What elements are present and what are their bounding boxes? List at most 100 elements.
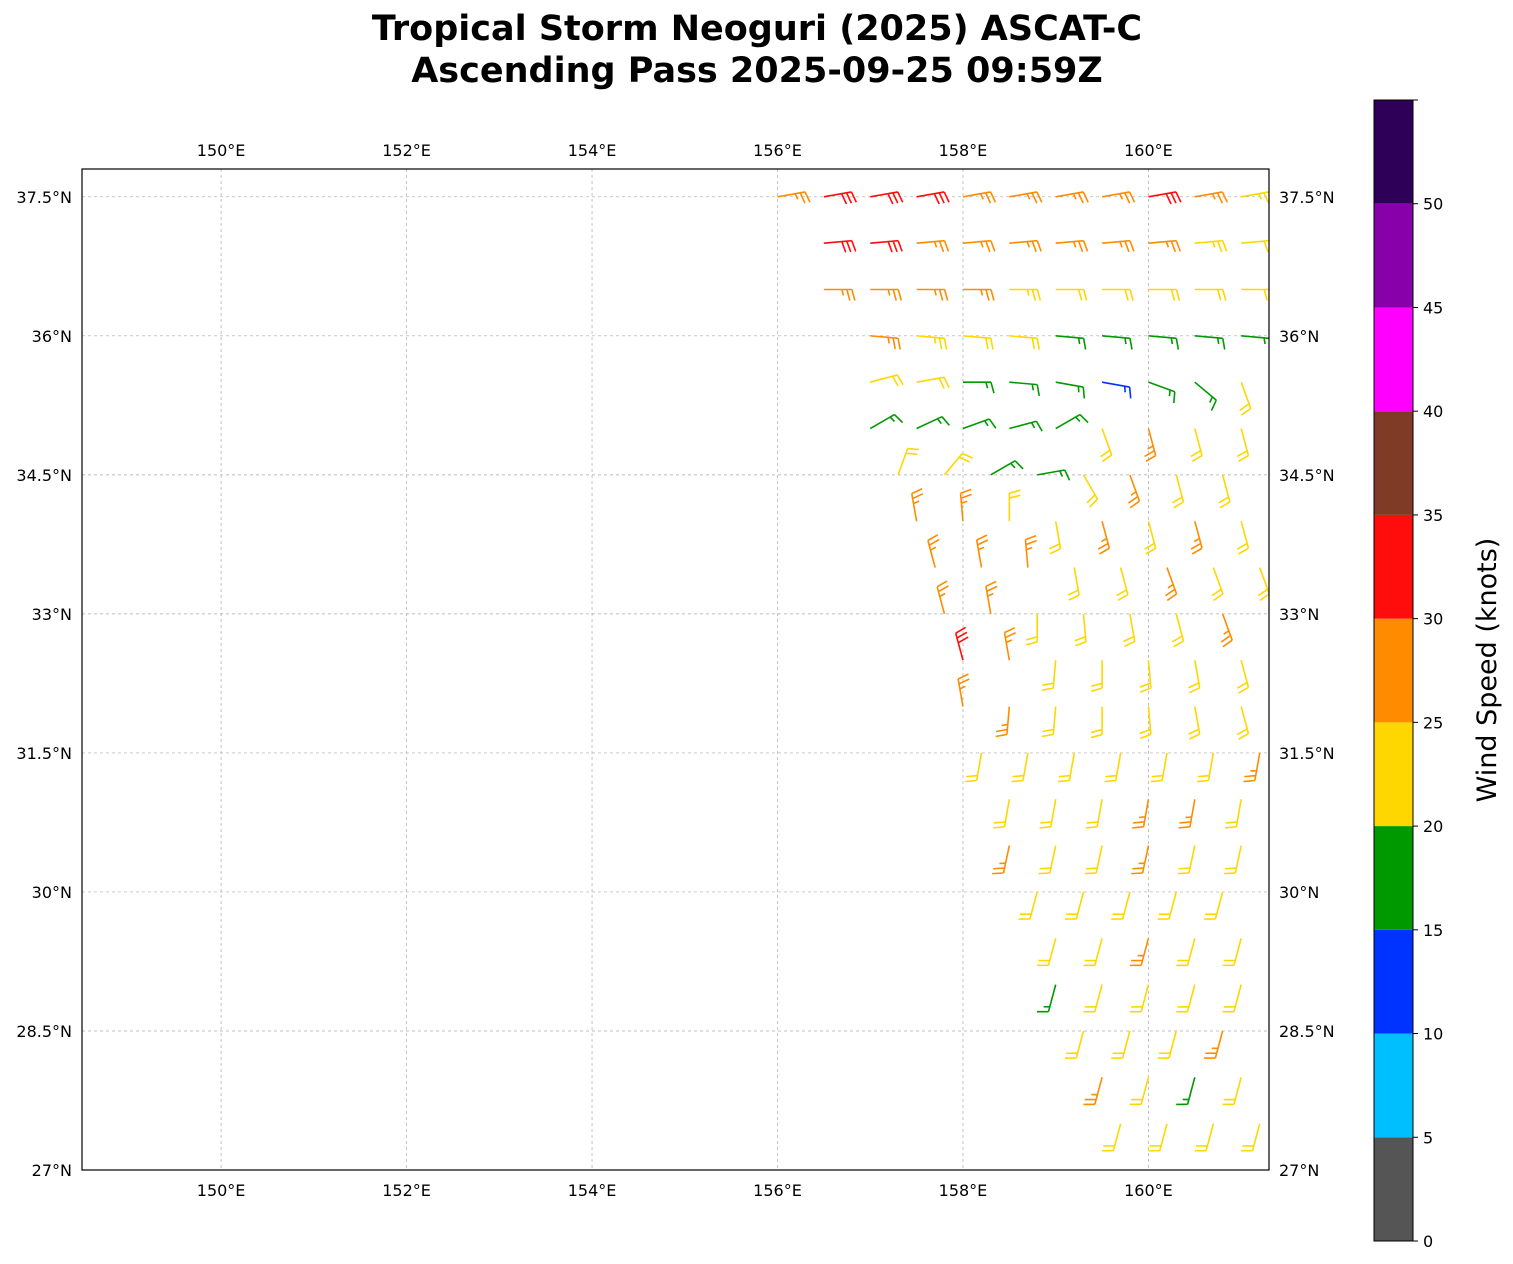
wind-barb xyxy=(1144,520,1157,555)
lon-tick-label-bottom: 154°E xyxy=(568,1181,617,1200)
wind-barb xyxy=(962,381,995,394)
colorbar: 0 5 10 15 20 25 30 35 40 45 50 xyxy=(1373,99,1443,1251)
wind-barb xyxy=(1009,288,1042,301)
barb-full-tick xyxy=(1239,403,1250,412)
wind-barb xyxy=(1165,567,1178,602)
wind-barb xyxy=(1194,239,1228,253)
barb-full-tick xyxy=(1085,867,1098,870)
map-frame xyxy=(81,168,1270,1171)
barb-full-tick xyxy=(1011,779,1024,783)
barb-full-tick xyxy=(1197,779,1209,783)
barb-full-tick xyxy=(1221,338,1226,350)
colorbar-tick-label: 0 xyxy=(1423,1232,1433,1251)
barb-full-tick xyxy=(1036,240,1042,252)
barb-half-tick xyxy=(1258,193,1263,200)
barb-full-tick xyxy=(1145,547,1157,555)
barb-full-tick xyxy=(850,191,858,203)
barb-full-tick xyxy=(1082,289,1088,301)
barb-full-tick xyxy=(1139,733,1152,740)
barb-full-tick xyxy=(1268,289,1269,292)
wind-barb xyxy=(1064,1030,1085,1059)
barb-full-tick xyxy=(1263,240,1269,253)
barb-full-tick xyxy=(986,585,998,592)
barb-full-tick xyxy=(976,534,988,541)
wind-barb xyxy=(1009,239,1042,253)
barb-full-tick xyxy=(985,289,990,301)
barb-full-tick xyxy=(1129,338,1133,350)
wind-barb xyxy=(1037,469,1071,481)
barb-full-tick xyxy=(995,728,1008,733)
wind-barb xyxy=(777,191,811,204)
colorbar-segment xyxy=(1374,203,1413,308)
colorbar-segment xyxy=(1374,826,1413,930)
wind-barb xyxy=(1123,613,1136,648)
barb-full-tick xyxy=(990,289,995,301)
barb-half-tick xyxy=(1168,389,1171,397)
barb-half-tick xyxy=(1193,537,1200,543)
wind-barb xyxy=(1194,335,1226,350)
barb-half-tick xyxy=(1223,630,1230,635)
barb-full-tick xyxy=(907,447,920,451)
barb-full-tick xyxy=(1086,494,1096,504)
wind-barb xyxy=(1083,984,1103,1013)
barb-full-tick xyxy=(1257,588,1269,597)
barb-full-tick xyxy=(892,240,898,253)
wind-barb xyxy=(1085,799,1103,829)
barb-half-tick xyxy=(980,241,984,248)
wind-barb xyxy=(1222,938,1242,967)
barb-half-tick xyxy=(887,337,890,344)
colorbar-segment xyxy=(1374,618,1413,723)
colorbar-tick-label: 10 xyxy=(1423,1025,1443,1044)
axis-ticks: 150°E 150°E 152°E 152°E 154°E 154°E 156°E 156°E… xyxy=(16,141,1334,1200)
barb-full-tick xyxy=(960,493,972,500)
barb-full-tick xyxy=(965,779,977,783)
barb-full-tick xyxy=(1025,534,1037,541)
barb-full-tick xyxy=(1139,728,1151,735)
barb-full-tick xyxy=(1124,640,1136,648)
barb-half-tick xyxy=(1124,337,1127,345)
colorbar-tick-label: 50 xyxy=(1423,195,1443,214)
barb-half-tick xyxy=(1026,241,1031,248)
wind-barb xyxy=(954,626,969,661)
barb-full-tick xyxy=(1004,627,1016,634)
barb-full-tick xyxy=(955,626,966,634)
wind-barb xyxy=(1090,660,1103,693)
barb-full-tick xyxy=(1014,460,1024,470)
wind-barb xyxy=(962,335,994,350)
lat-tick-label-right: 31.5°N xyxy=(1279,744,1335,763)
barb-half-tick xyxy=(1211,193,1216,200)
barb-full-tick xyxy=(1082,338,1087,350)
barb-full-tick xyxy=(984,192,992,204)
colorbar-segment xyxy=(1374,100,1413,204)
barb-half-tick xyxy=(1072,193,1077,200)
barb-full-tick xyxy=(1221,240,1228,252)
barb-full-tick xyxy=(1116,589,1127,597)
barb-full-tick xyxy=(1224,826,1237,829)
wind-barb xyxy=(1144,428,1157,463)
lat-tick-label-right: 30°N xyxy=(1279,883,1319,902)
barb-full-tick xyxy=(1223,872,1236,875)
barb-full-tick xyxy=(1166,593,1178,602)
lat-tick-label-right: 33°N xyxy=(1279,605,1319,624)
barb-full-tick xyxy=(1025,539,1037,546)
barb-full-tick xyxy=(1263,192,1269,204)
barb-full-tick xyxy=(1240,407,1252,416)
barb-full-tick xyxy=(958,678,970,685)
wind-barb xyxy=(1211,567,1224,602)
lat-tick-label-right: 34.5°N xyxy=(1279,466,1335,485)
colorbar-tick-label: 5 xyxy=(1423,1128,1433,1147)
wind-barb xyxy=(957,673,970,707)
colorbar-outline xyxy=(1373,99,1414,1242)
wind-barb xyxy=(869,413,904,430)
barb-half-tick xyxy=(961,500,968,505)
barb-full-tick xyxy=(1165,588,1176,597)
barb-full-tick xyxy=(985,337,989,350)
lat-tick-label-left: 30°N xyxy=(32,883,72,902)
barb-full-tick xyxy=(1132,826,1144,829)
barb-full-tick xyxy=(943,191,950,203)
barb-full-tick xyxy=(1218,496,1229,504)
barb-full-tick xyxy=(1210,399,1217,411)
lon-tick-label-top: 160°E xyxy=(1124,141,1173,160)
barb-full-tick xyxy=(993,867,1005,870)
barb-full-tick xyxy=(892,337,896,350)
